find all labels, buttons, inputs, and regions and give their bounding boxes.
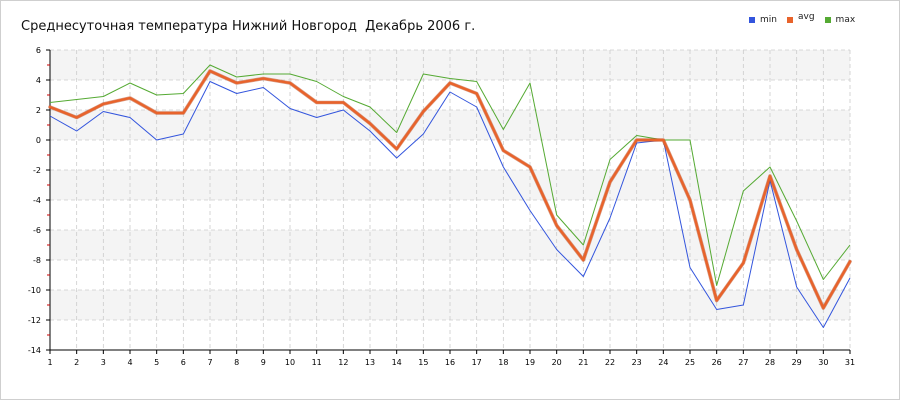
legend: min avg max	[749, 12, 865, 29]
series-line-min	[49, 81, 851, 328]
x-tick-label: 16	[445, 358, 455, 367]
legend-item-max: max	[824, 15, 856, 25]
legend-label-max: max	[835, 15, 856, 25]
y-tick-label: 2	[36, 106, 41, 115]
x-tick-label: 5	[154, 358, 159, 367]
y-tick-label: 4	[36, 76, 41, 85]
x-tick-label: 30	[818, 358, 828, 367]
series-line-max	[49, 64, 851, 286]
legend-swatch-max	[824, 17, 831, 23]
x-tick-label: 18	[498, 358, 508, 367]
x-tick-label: 12	[338, 358, 348, 367]
x-tick-label: 22	[605, 358, 615, 367]
y-tick-label: -12	[28, 316, 41, 325]
y-tick-label: -8	[33, 256, 41, 265]
y-tick-label: -14	[28, 346, 41, 355]
x-tick-label: 27	[738, 358, 748, 367]
legend-swatch-avg	[786, 17, 793, 23]
legend-swatch-min	[749, 17, 755, 23]
x-tick-label: 25	[685, 358, 695, 367]
x-tick-label: 13	[365, 358, 375, 367]
x-tick-label: 28	[765, 358, 775, 367]
series-line-avg	[48, 69, 852, 310]
x-tick-label: 26	[712, 358, 722, 367]
x-tick-label: 4	[127, 358, 132, 367]
chart-title: Среднесуточная температура Нижний Новгор…	[21, 19, 476, 34]
y-tick-label: -4	[33, 196, 41, 205]
x-tick-label: 17	[472, 358, 482, 367]
x-tick-label: 9	[261, 358, 266, 367]
y-tick-label: 6	[36, 46, 41, 55]
x-tick-label: 1	[47, 358, 52, 367]
x-tick-label: 19	[525, 358, 535, 367]
legend-label-avg: avg	[797, 12, 815, 22]
x-tick-label: 15	[418, 358, 428, 367]
x-tick-label: 7	[207, 358, 212, 367]
x-tick-label: 3	[101, 358, 106, 367]
x-tick-label: 21	[578, 358, 588, 367]
legend-item-min: min	[749, 15, 777, 25]
legend-label-min: min	[760, 15, 777, 25]
y-tick-label: -2	[33, 166, 41, 175]
x-tick-label: 2	[74, 358, 79, 367]
x-tick-label: 8	[234, 358, 239, 367]
x-tick-label: 20	[552, 358, 562, 367]
x-tick-label: 29	[792, 358, 802, 367]
legend-item-avg: avg	[786, 12, 815, 25]
x-tick-label: 10	[285, 358, 295, 367]
y-tick-label: -10	[28, 286, 41, 295]
x-tick-label: 14	[392, 358, 402, 367]
x-tick-label: 31	[845, 358, 855, 367]
x-tick-label: 6	[181, 358, 186, 367]
x-tick-label: 11	[312, 358, 322, 367]
x-tick-label: 24	[658, 358, 668, 367]
y-tick-label: 0	[36, 136, 41, 145]
x-tick-label: 23	[632, 358, 642, 367]
y-tick-label: -6	[33, 226, 41, 235]
